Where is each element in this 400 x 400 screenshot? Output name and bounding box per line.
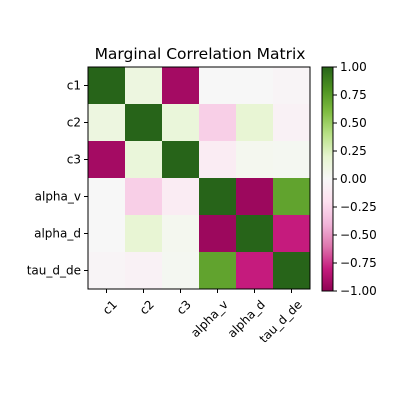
heatmap-cell-alpha_v-alpha_v bbox=[199, 178, 237, 216]
colorbar-tick-label: −0.75 bbox=[340, 256, 377, 270]
heatmap-cell-c2-alpha_v bbox=[199, 104, 237, 142]
y-tick-label: alpha_v bbox=[35, 190, 81, 204]
heatmap-cell-alpha_v-tau_d_de bbox=[273, 178, 311, 216]
y-tick-label: tau_d_de bbox=[27, 264, 81, 278]
colorbar-tick-label: 0.25 bbox=[340, 144, 367, 158]
colorbar-tick-label: −0.50 bbox=[340, 228, 377, 242]
heatmap-cell-alpha_v-c2 bbox=[125, 178, 163, 216]
heatmap-cell-c2-c2 bbox=[125, 104, 163, 142]
heatmap-cell-tau_d_de-c3 bbox=[162, 252, 200, 290]
heatmap-cell-tau_d_de-alpha_v bbox=[199, 252, 237, 290]
heatmap-cell-c3-c1 bbox=[88, 141, 126, 179]
heatmap-cells bbox=[88, 67, 311, 290]
heatmap-cell-c3-c3 bbox=[162, 141, 200, 179]
heatmap-cell-tau_d_de-alpha_d bbox=[236, 252, 274, 290]
heatmap-cell-alpha_v-c1 bbox=[88, 178, 126, 216]
colorbar-tick-label: −0.25 bbox=[340, 200, 377, 214]
colorbar-tick-label: 0.00 bbox=[340, 172, 367, 186]
heatmap-cell-c3-alpha_d bbox=[236, 141, 274, 179]
heatmap-cell-c1-c2 bbox=[125, 67, 163, 105]
heatmap-cell-alpha_v-c3 bbox=[162, 178, 200, 216]
x-tick-label: c1 bbox=[100, 297, 120, 317]
heatmap-cell-c2-c3 bbox=[162, 104, 200, 142]
chart-title: Marginal Correlation Matrix bbox=[95, 45, 306, 63]
colorbar bbox=[322, 67, 333, 291]
y-tick-label: c3 bbox=[67, 153, 81, 167]
heatmap-cell-c1-c3 bbox=[162, 67, 200, 105]
heatmap-cell-tau_d_de-c2 bbox=[125, 252, 163, 290]
heatmap-cell-c2-tau_d_de bbox=[273, 104, 311, 142]
heatmap-cell-c1-c1 bbox=[88, 67, 126, 105]
colorbar-tick-label: 1.00 bbox=[340, 60, 367, 74]
heatmap-cell-alpha_d-c3 bbox=[162, 215, 200, 253]
colorbar-tick-label: −1.00 bbox=[340, 284, 377, 298]
heatmap-cell-c1-alpha_d bbox=[236, 67, 274, 105]
heatmap-cell-c3-tau_d_de bbox=[273, 141, 311, 179]
x-tick-label: c3 bbox=[174, 297, 194, 317]
heatmap-cell-tau_d_de-c1 bbox=[88, 252, 126, 290]
colorbar-ticks: 1.00 0.75 0.50 0.25 0.00 −0.25 −0.50 −0.75 −1.00 bbox=[333, 60, 377, 298]
plot-frame bbox=[87, 66, 311, 290]
heatmap-cell-alpha_d-tau_d_de bbox=[273, 215, 311, 253]
heatmap-cell-c3-alpha_v bbox=[199, 141, 237, 179]
heatmap-cell-c2-c1 bbox=[88, 104, 126, 142]
heatmap-cell-alpha_v-alpha_d bbox=[236, 178, 274, 216]
heatmap-cell-alpha_d-c2 bbox=[125, 215, 163, 253]
x-tick-label: c2 bbox=[137, 297, 157, 317]
colorbar-tick-label: 0.75 bbox=[340, 88, 367, 102]
heatmap-cell-c2-alpha_d bbox=[236, 104, 274, 142]
heatmap-cell-c3-c2 bbox=[125, 141, 163, 179]
heatmap-cell-tau_d_de-tau_d_de bbox=[273, 252, 311, 290]
x-tick-label: alpha_v bbox=[188, 297, 231, 340]
heatmap-cell-alpha_d-alpha_v bbox=[199, 215, 237, 253]
y-tick-label: alpha_d bbox=[34, 227, 81, 241]
y-tick-label: c2 bbox=[67, 116, 81, 130]
colorbar-tick-label: 0.50 bbox=[340, 116, 367, 130]
heatmap-cell-c1-alpha_v bbox=[199, 67, 237, 105]
heatmap-cell-c1-tau_d_de bbox=[273, 67, 311, 105]
heatmap-cell-alpha_d-c1 bbox=[88, 215, 126, 253]
y-axis-ticks: c1 c2 c3 alpha_v alpha_d tau_d_de bbox=[27, 79, 88, 278]
y-tick-label: c1 bbox=[67, 79, 81, 93]
heatmap-cell-alpha_d-alpha_d bbox=[236, 215, 274, 253]
